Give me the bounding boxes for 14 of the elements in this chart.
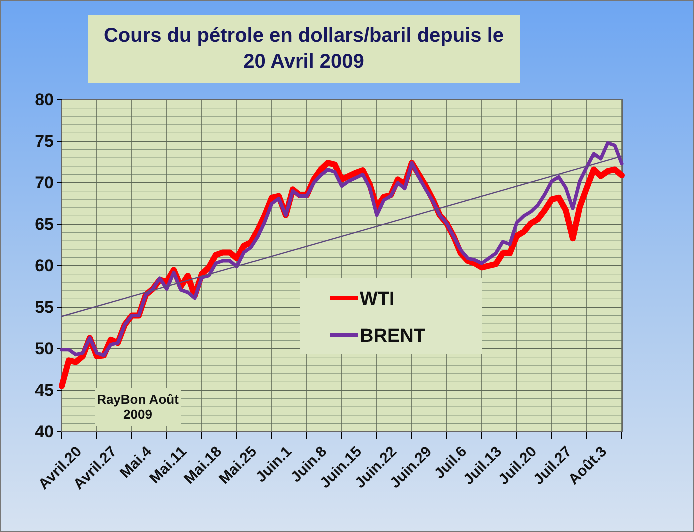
legend-label: WTI [360,289,395,310]
y-tick-label: 80 [35,90,54,110]
y-tick-label: 40 [35,422,54,442]
y-tick-label: 45 [35,380,54,400]
y-tick-label: 65 [35,214,54,234]
annotation: RayBon Août 2009 [97,392,180,422]
chart-title: Cours du pétrole en dollars/baril depuis le 20 Avril 2009 [104,25,504,73]
y-tick-label: 70 [35,173,54,192]
line-series [60,141,624,358]
y-tick-label: 75 [35,132,54,151]
y-tick-label: 60 [35,256,54,276]
legend-label: BRENT [360,326,426,347]
y-tick-label: 55 [35,298,54,317]
y-tick-label: 50 [35,339,54,358]
